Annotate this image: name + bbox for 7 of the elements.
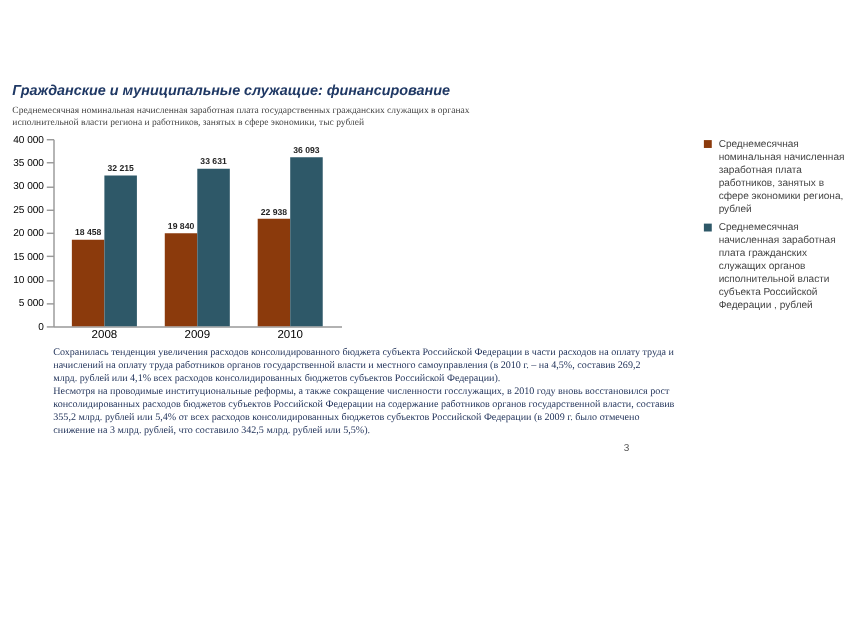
- bar: [71, 239, 105, 327]
- bar: [104, 175, 137, 327]
- bar: [257, 218, 291, 327]
- bar: [290, 157, 323, 327]
- bar: [197, 168, 230, 327]
- bar: [164, 233, 198, 327]
- chart-title: Гражданские и муниципальные служащие: финансирование: [12, 81, 450, 100]
